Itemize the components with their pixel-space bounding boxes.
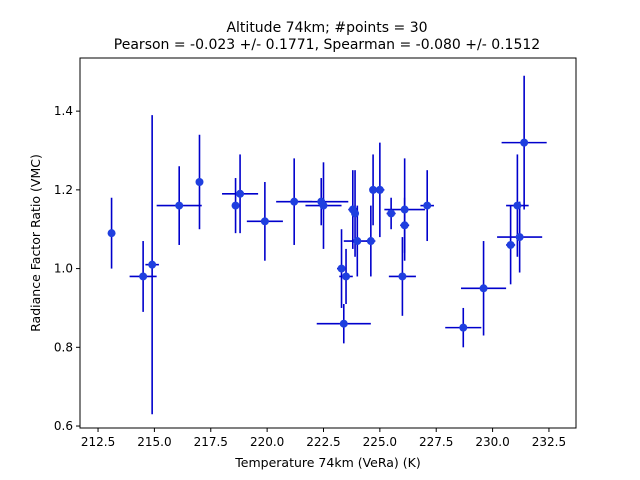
data-point: [400, 205, 409, 214]
data-point: [506, 240, 515, 249]
data-point: [353, 237, 362, 246]
y-tick-label: 1.0: [54, 262, 73, 276]
x-tick-label: 232.5: [532, 435, 566, 449]
data-point: [375, 185, 384, 194]
data-point: [339, 319, 348, 328]
x-tick-label: 212.5: [81, 435, 115, 449]
y-tick-label: 0.6: [54, 419, 73, 433]
x-tick-label: 217.5: [194, 435, 228, 449]
chart-title: Altitude 74km; #points = 30: [226, 20, 427, 36]
data-point: [520, 138, 529, 147]
data-point: [398, 272, 407, 281]
data-point: [337, 264, 346, 273]
y-axis-label: Radiance Factor Ratio (VMC): [28, 154, 43, 332]
x-tick-label: 230.0: [475, 435, 509, 449]
data-point: [351, 209, 360, 218]
data-point: [387, 209, 396, 218]
x-tick-label: 215.0: [137, 435, 171, 449]
data-point: [423, 201, 432, 210]
x-axis: 212.5 215.0 217.5 220.0 222.5 225.0 227.5 230.0…: [81, 428, 566, 449]
x-tick-label: 220.0: [250, 435, 284, 449]
x-axis-label: Temperature 74km (VeRa) (K): [234, 455, 420, 470]
data-point: [139, 272, 148, 281]
y-tick-label: 1.2: [54, 183, 73, 197]
data-point: [290, 197, 299, 206]
x-tick-label: 222.5: [306, 435, 340, 449]
data-point: [342, 272, 351, 281]
data-point: [148, 260, 157, 269]
data-point: [231, 201, 240, 210]
plot-frame: [79, 57, 577, 429]
y-tick-label: 1.4: [54, 104, 73, 118]
x-tick-label: 227.5: [419, 435, 453, 449]
data-point: [366, 237, 375, 246]
data-point: [107, 229, 116, 238]
y-tick-label: 0.8: [54, 340, 73, 354]
data-point: [515, 233, 524, 242]
y-axis: 0.6 0.8 1.0 1.2 1.4: [54, 104, 80, 433]
x-tick-label: 225.0: [363, 435, 397, 449]
data-point: [260, 217, 269, 226]
data-point: [459, 323, 468, 332]
data-point: [319, 201, 328, 210]
data-point: [513, 201, 522, 210]
errorbar-layer: [110, 75, 547, 415]
data-point: [369, 185, 378, 194]
data-point: [400, 221, 409, 230]
data-point: [236, 189, 245, 198]
data-point: [175, 201, 184, 210]
data-point: [195, 177, 204, 186]
data-point: [479, 284, 488, 293]
chart-subtitle: Pearson = -0.023 +/- 0.1771, Spearman = …: [114, 37, 540, 53]
marker-layer: [107, 138, 529, 332]
